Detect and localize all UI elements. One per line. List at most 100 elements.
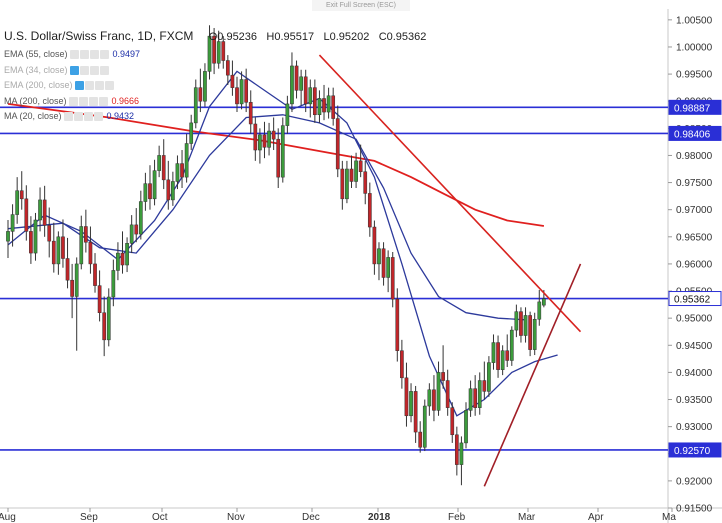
candle-body (313, 87, 317, 116)
candle-body (79, 226, 84, 265)
candle-body (331, 95, 336, 119)
y-tick-label: 0.96500 (676, 232, 713, 243)
eye-icon[interactable] (69, 50, 79, 60)
indicator-row[interactable]: MA (200, close) 0.9666 (4, 94, 426, 110)
candle-body (468, 388, 473, 411)
candle-body (477, 380, 482, 408)
close-value: C0.95362 (378, 31, 427, 43)
candle-body (436, 372, 441, 411)
open-value: O0.95236 (208, 31, 258, 43)
close-icon[interactable] (89, 50, 99, 60)
x-tick-label: Ma (662, 512, 676, 523)
candle-body (276, 138, 281, 178)
candle-body (33, 219, 38, 254)
candle-body (221, 41, 226, 61)
candle-body (367, 193, 372, 228)
settings-icon[interactable] (73, 112, 83, 122)
candle-body (175, 163, 180, 182)
indicator-label: EMA (200, close) (4, 80, 73, 90)
more-icon[interactable] (99, 65, 109, 75)
indicator-label: MA (20, close) (4, 111, 62, 121)
candle-body (395, 298, 400, 351)
settings-icon[interactable] (79, 65, 89, 75)
candle-body (514, 311, 519, 331)
candle-body (203, 71, 207, 102)
candle-body (400, 350, 404, 379)
more-icon[interactable] (93, 112, 103, 122)
x-tick-label: Feb (448, 512, 466, 523)
candle-body (47, 225, 52, 242)
candle-body (418, 431, 423, 448)
level-price-label: 0.95362 (674, 295, 711, 306)
more-icon[interactable] (104, 81, 114, 91)
candle-body (528, 315, 532, 350)
indicator-controls[interactable] (68, 96, 108, 106)
close-icon[interactable] (83, 112, 93, 122)
y-tick-label: 0.94000 (676, 368, 713, 379)
legend: U.S. Dollar/Swiss Franc, 1D, FXCM O0.952… (4, 29, 426, 125)
indicator-controls[interactable] (63, 112, 103, 122)
level-price-badge (668, 291, 722, 307)
indicator-controls[interactable] (69, 65, 109, 75)
x-tick-label: Nov (227, 512, 245, 523)
candle-body (390, 257, 395, 300)
candle-body (427, 389, 432, 407)
candle-body (496, 342, 500, 370)
eye-icon[interactable] (63, 112, 73, 122)
x-tick-label: Dec (302, 512, 320, 523)
settings-icon[interactable] (79, 50, 89, 60)
more-icon[interactable] (99, 50, 109, 60)
candle-body (445, 380, 450, 408)
candle-body (193, 87, 198, 124)
indicator-row[interactable]: EMA (34, close) (4, 63, 426, 79)
candle-body (349, 168, 354, 182)
indicator-row[interactable]: EMA (55, close) 0.9497 (4, 47, 426, 63)
candle-body (299, 76, 303, 91)
candle-body (171, 181, 175, 201)
more-icon[interactable] (98, 96, 108, 106)
candle-body (258, 134, 262, 151)
y-tick-label: 0.98000 (676, 151, 713, 162)
eye-icon[interactable] (74, 81, 84, 91)
settings-icon[interactable] (78, 96, 88, 106)
candle-body (10, 214, 15, 232)
indicator-row[interactable]: EMA (200, close) (4, 78, 426, 94)
candle-body (386, 257, 390, 278)
candle-body (454, 434, 459, 465)
candle-body (74, 263, 79, 297)
y-tick-label: 0.96000 (676, 259, 713, 270)
indicator-row[interactable]: MA (20, close) 0.9432 (4, 109, 426, 125)
resistance-trend-line[interactable] (318, 54, 582, 333)
eye-icon[interactable] (68, 96, 78, 106)
candle-body (239, 79, 244, 105)
close-icon[interactable] (88, 96, 98, 106)
candle-body (487, 362, 491, 392)
candle-body (280, 125, 285, 178)
candle-body (491, 342, 496, 363)
indicator-controls[interactable] (69, 50, 109, 60)
symbol-label: U.S. Dollar/Swiss Franc, 1D, FXCM (4, 29, 194, 43)
candle-body (184, 143, 189, 178)
candle-body (294, 65, 299, 91)
indicator-controls[interactable] (74, 81, 114, 91)
candle-body (317, 98, 322, 116)
candle-body (459, 442, 464, 465)
settings-icon[interactable] (84, 81, 94, 91)
support-trend-line[interactable] (483, 263, 582, 487)
candle-body (473, 388, 478, 408)
close-icon[interactable] (94, 81, 104, 91)
candle-body (189, 122, 194, 144)
exit-fullscreen-button[interactable]: Exit Full Screen (ESC) (312, 0, 410, 11)
eye-icon[interactable] (69, 65, 79, 75)
candle-body (377, 248, 381, 265)
candle-body (88, 241, 93, 265)
candle-body (198, 87, 203, 102)
candle-body (216, 41, 221, 64)
close-icon[interactable] (89, 65, 99, 75)
low-value: L0.95202 (323, 31, 370, 43)
candle-body (70, 279, 74, 297)
candle-body (235, 87, 239, 105)
candle-body (354, 160, 358, 182)
candle-body (84, 226, 88, 243)
